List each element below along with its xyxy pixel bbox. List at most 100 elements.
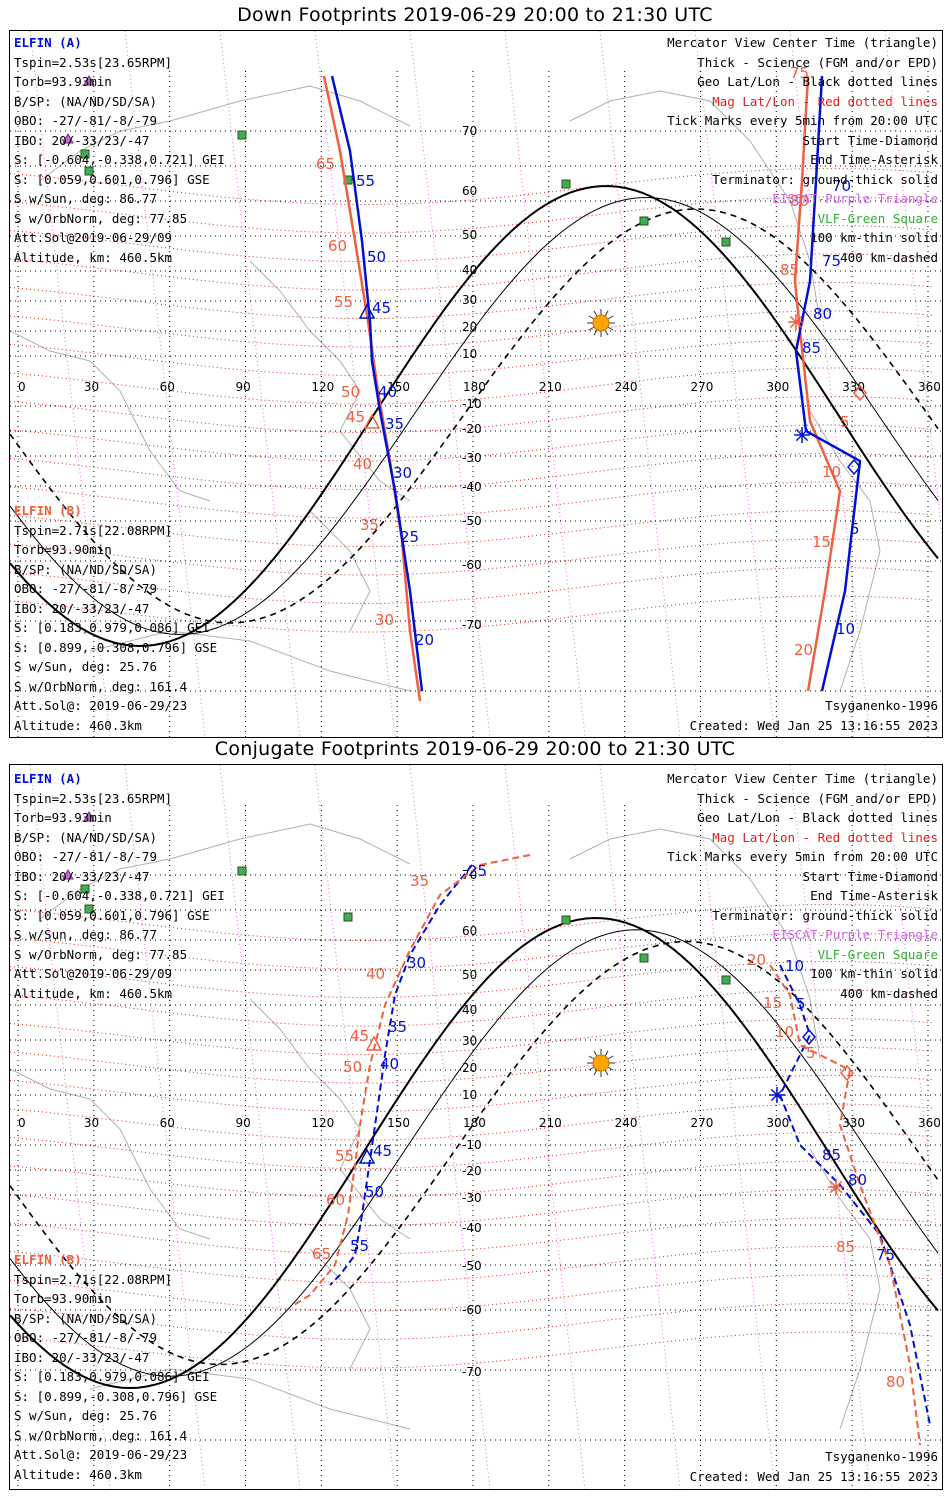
elfin-b-label: ELFIN (B) (14, 1252, 82, 1267)
track-tick-label: 45 (350, 1027, 369, 1045)
track-tick-label: 75 (822, 252, 841, 270)
track-tick-label: 40 (366, 965, 385, 983)
vlf-square-icon (721, 975, 731, 985)
mag-lon-line (884, 31, 942, 539)
elfin-a-line: Torb=93.93min (14, 74, 112, 89)
sun-ray (593, 329, 598, 336)
legend-item: Mag Lat/Lon - Red dotted lines (712, 829, 938, 845)
vlf-square-icon (343, 912, 353, 922)
footer-right: Tsyganenko-1996 Created: Wed Jan 25 13:1… (690, 696, 938, 735)
lat-label: -30 (462, 451, 482, 465)
elfin-a-line: Altitude, km: 460.5km (14, 985, 173, 1001)
track-tick-label: 80 (848, 1171, 867, 1189)
track-tick-label: 50 (365, 1183, 384, 1201)
sun-ray (593, 1069, 598, 1076)
elfin-b-line: S: [0.183,0.979,0.086] GEI (14, 620, 210, 635)
elfin-b-label: ELFIN (B) (14, 503, 82, 518)
elfin-b-line: Torb=93.90min (14, 1291, 112, 1306)
conjugate-map: 0 30 60 90 120 150 180 210 240 270 300 330 360 70 60 50… (10, 765, 942, 1489)
lon-label: 330 (842, 1116, 865, 1130)
eiscat-triangle-icon (62, 132, 74, 144)
coastline (569, 828, 821, 1060)
elfin-a-line: B/SP: (NA/ND/SD/SA) (14, 93, 157, 109)
track-tick-label: 55 (350, 1237, 369, 1255)
start-diamond-icon (840, 1064, 854, 1082)
track-tick-label: 50 (343, 1058, 362, 1076)
lon-label: 240 (615, 380, 638, 394)
coastline (569, 90, 821, 322)
end-asterisk-icon (828, 1179, 844, 1195)
eiscat-triangle-icon (83, 810, 95, 822)
track-tick-label: 75 (790, 64, 809, 82)
vlf-square-icon (80, 149, 90, 159)
lon-label: 30 (84, 1116, 99, 1130)
track-tick-label: 40 (353, 455, 372, 473)
track-tick-label: 40 (378, 383, 397, 401)
track-tick-label: 85 (780, 261, 799, 279)
coastline (809, 410, 881, 692)
footer-right: Tsyganenko-1996 Created: Wed Jan 25 13:1… (690, 1447, 938, 1486)
legend-item: End Time-Asterisk (810, 152, 938, 167)
mag-lon-line (409, 765, 491, 1489)
lat-label: 20 (462, 1061, 477, 1075)
track-tick-label: 50 (341, 383, 360, 401)
sun-ray (604, 1050, 609, 1057)
lat-label: -20 (462, 1164, 482, 1178)
start-diamond-icon (802, 1028, 816, 1046)
track-tick-label: 60 (326, 1191, 345, 1209)
lon-label: 90 (236, 380, 251, 394)
sun-ray (604, 310, 609, 317)
track-tick-label: 55 (334, 293, 353, 311)
created-stamp: Created: Wed Jan 25 13:16:55 2023 (689, 1468, 938, 1484)
lat-label: 10 (462, 347, 477, 361)
coastline (10, 330, 211, 502)
sun-ray (607, 1066, 614, 1071)
view-center-triangle-icon (365, 1035, 383, 1051)
elfin-b-line: Att.Sol@: 2019-06-29/23 (14, 1447, 188, 1462)
created-stamp: Created: Wed Jan 25 13:16:55 2023 (689, 717, 938, 733)
track-tick-label: 5 (796, 995, 806, 1013)
lon-label: 300 (766, 1116, 789, 1130)
legend-item: VLF-Green Square (817, 946, 938, 962)
elfin-a-track-south (330, 75, 424, 692)
mag-lon-line (409, 31, 491, 737)
geo-grid (10, 805, 942, 1489)
sun-ray (604, 1069, 609, 1076)
track-tick-label: 10 (785, 957, 804, 975)
track-tick-label: 25 (400, 528, 419, 546)
track-tick-label: 80 (790, 192, 809, 210)
lon-label: 210 (539, 380, 562, 394)
lat-label: -10 (462, 1138, 482, 1152)
mag-lon-line (789, 31, 871, 737)
lat-label: -20 (462, 422, 482, 436)
elfin-b-line: B/SP: (NA/ND/SD/SA) (14, 1310, 157, 1326)
legend-item: Tick Marks every 5min from 20:00 UTC (667, 849, 938, 864)
terminator-ground (10, 185, 939, 648)
track-tick-label: 55 (335, 1147, 354, 1165)
lon-label: 60 (160, 380, 175, 394)
coastline (39, 85, 411, 182)
lat-label: -60 (462, 558, 482, 572)
elfin-a-line: Tspin=2.53s[23.65RPM] (14, 790, 173, 806)
mag-lon-grid (29, 765, 942, 1489)
page-title-conjugate: Conjugate Footprints 2019-06-29 20:00 to… (214, 738, 736, 760)
elfin-a-line: S: [0.059,0.601,0.796] GSE (14, 171, 210, 187)
lon-label: 60 (160, 1116, 175, 1130)
legend-item: Mercator View Center Time (triangle) (667, 771, 938, 786)
lat-label: -70 (462, 1365, 482, 1379)
vlf-square-icon (721, 237, 731, 247)
legend-item: Start Time-Diamond (802, 868, 938, 884)
coastline (309, 510, 371, 632)
eiscat-triangle-icon (83, 74, 95, 86)
end-asterisk-icon (788, 314, 804, 330)
lon-label: 180 (463, 1116, 486, 1130)
track-tick-label: 80 (886, 1373, 905, 1391)
track-tick-label: 20 (747, 951, 766, 969)
lat-label: -60 (462, 1303, 482, 1317)
start-diamond-icon (853, 384, 867, 402)
lat-label: 30 (462, 293, 477, 307)
start-diamond-icon (847, 458, 861, 476)
track-tick-label: 25 (468, 862, 487, 880)
asterisk-stroke (829, 1180, 843, 1194)
vlf-square-icon (561, 179, 571, 189)
